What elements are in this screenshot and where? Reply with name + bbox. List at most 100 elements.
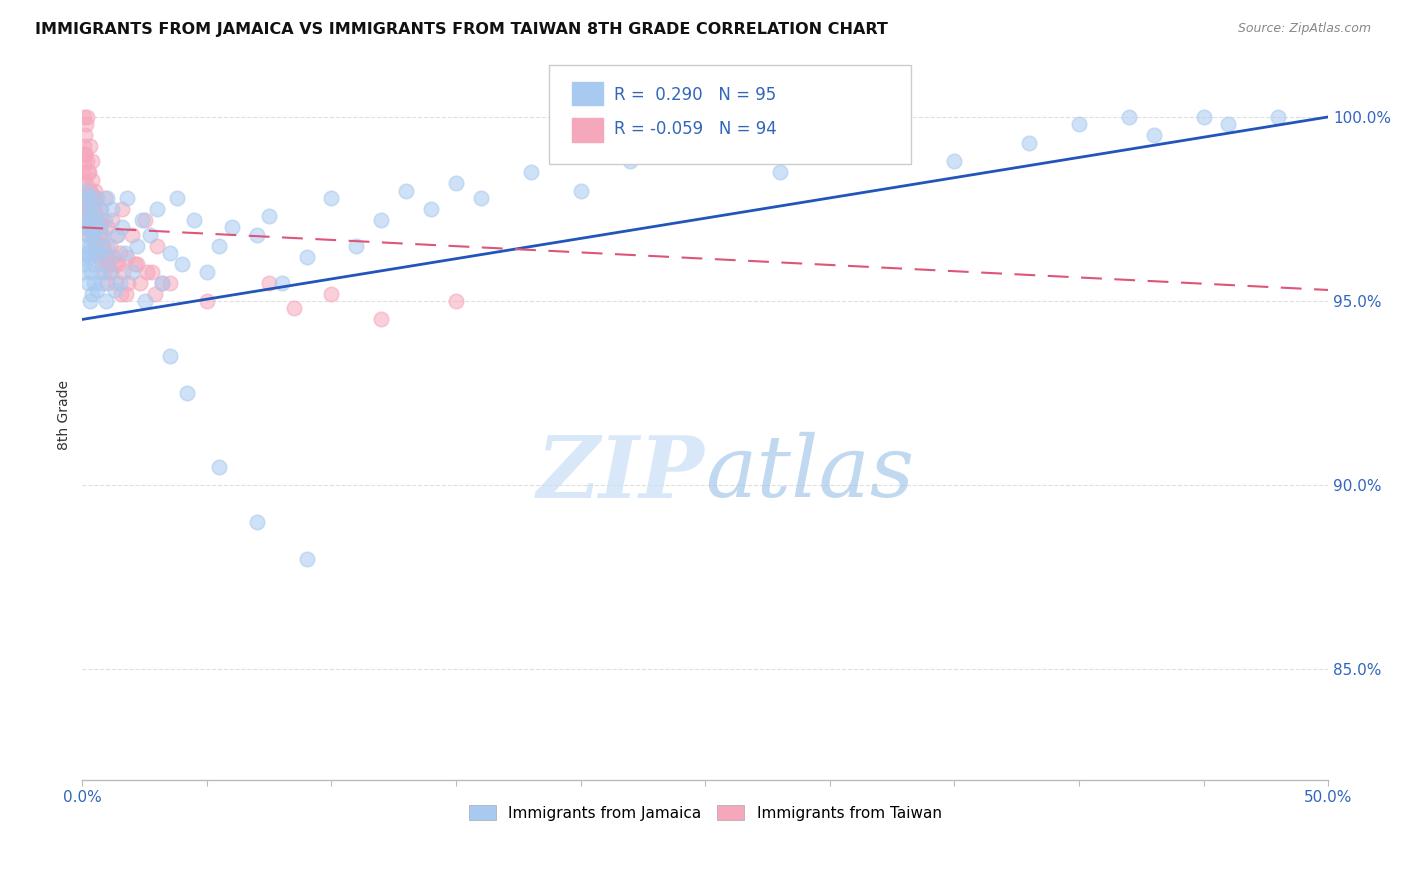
Point (1267, 110, 1289, 124)
Point (104, 257, 127, 271)
Point (127, 239, 149, 253)
Point (112, 264, 135, 278)
Point (420, 202, 443, 216)
Point (146, 239, 169, 253)
Point (159, 349, 181, 363)
Point (75, 146, 97, 161)
Point (89, 250, 111, 264)
Point (1067, 117, 1090, 131)
Point (75, 184, 97, 198)
Point (246, 515, 269, 529)
Point (80, 213, 103, 227)
Point (76, 154, 98, 169)
Point (82, 191, 104, 205)
Point (104, 276, 127, 290)
Point (79, 139, 101, 153)
Point (128, 276, 150, 290)
Point (83, 202, 105, 216)
Point (257, 276, 280, 290)
Point (77, 191, 100, 205)
Point (72, 220, 94, 235)
Point (370, 213, 392, 227)
Point (138, 227, 160, 242)
Point (370, 312, 392, 326)
Point (76, 202, 98, 216)
Point (344, 239, 367, 253)
Point (943, 154, 966, 169)
Point (94, 250, 117, 264)
Y-axis label: 8th Grade: 8th Grade (58, 380, 72, 450)
Point (146, 202, 169, 216)
Point (83, 213, 105, 227)
Point (183, 213, 205, 227)
Point (90, 227, 112, 242)
Point (93, 213, 115, 227)
Point (75, 146, 97, 161)
Point (82, 220, 104, 235)
Text: Source: ZipAtlas.com: Source: ZipAtlas.com (1237, 22, 1371, 36)
Bar (572, 82, 603, 105)
Point (98, 264, 121, 278)
Point (98, 239, 121, 253)
Point (159, 276, 181, 290)
Point (89, 220, 111, 235)
Point (136, 264, 159, 278)
Point (121, 227, 143, 242)
Point (80, 224, 103, 238)
Point (395, 184, 418, 198)
Point (79, 184, 101, 198)
Point (80, 213, 103, 227)
Point (134, 293, 156, 308)
Point (73, 264, 96, 278)
Point (83, 184, 105, 198)
Point (75, 257, 97, 271)
Point (77, 202, 100, 216)
Point (77, 250, 100, 264)
Point (131, 213, 153, 227)
Point (818, 146, 841, 161)
Point (195, 264, 218, 278)
Point (73, 176, 96, 190)
Point (150, 276, 173, 290)
Point (89, 202, 111, 216)
Point (96, 191, 118, 205)
Point (73, 239, 96, 253)
Point (91, 276, 114, 290)
Point (73, 191, 96, 205)
Point (769, 165, 792, 179)
Point (76, 276, 98, 290)
Point (86, 239, 108, 253)
Point (72, 110, 94, 124)
Point (117, 276, 139, 290)
Point (82, 154, 104, 169)
Point (80, 264, 103, 278)
Point (82, 227, 104, 242)
Point (96, 276, 118, 290)
Point (295, 250, 318, 264)
Point (94, 293, 117, 308)
Point (76, 246, 98, 260)
Point (90, 257, 112, 271)
Point (1143, 128, 1166, 143)
Point (104, 283, 127, 297)
Point (86, 283, 108, 297)
Point (87, 220, 110, 235)
Point (91, 213, 114, 227)
Point (79, 210, 101, 224)
Point (166, 191, 188, 205)
Point (73, 128, 96, 143)
Legend: Immigrants from Jamaica, Immigrants from Taiwan: Immigrants from Jamaica, Immigrants from… (463, 798, 948, 827)
Point (115, 191, 138, 205)
Point (208, 239, 231, 253)
Point (208, 459, 231, 474)
Point (96, 239, 118, 253)
Point (695, 139, 717, 153)
Point (321, 191, 343, 205)
Point (94, 250, 117, 264)
Point (82, 220, 104, 235)
Point (257, 210, 280, 224)
Point (115, 250, 138, 264)
Point (105, 227, 128, 242)
Point (76, 202, 98, 216)
Point (221, 220, 243, 235)
